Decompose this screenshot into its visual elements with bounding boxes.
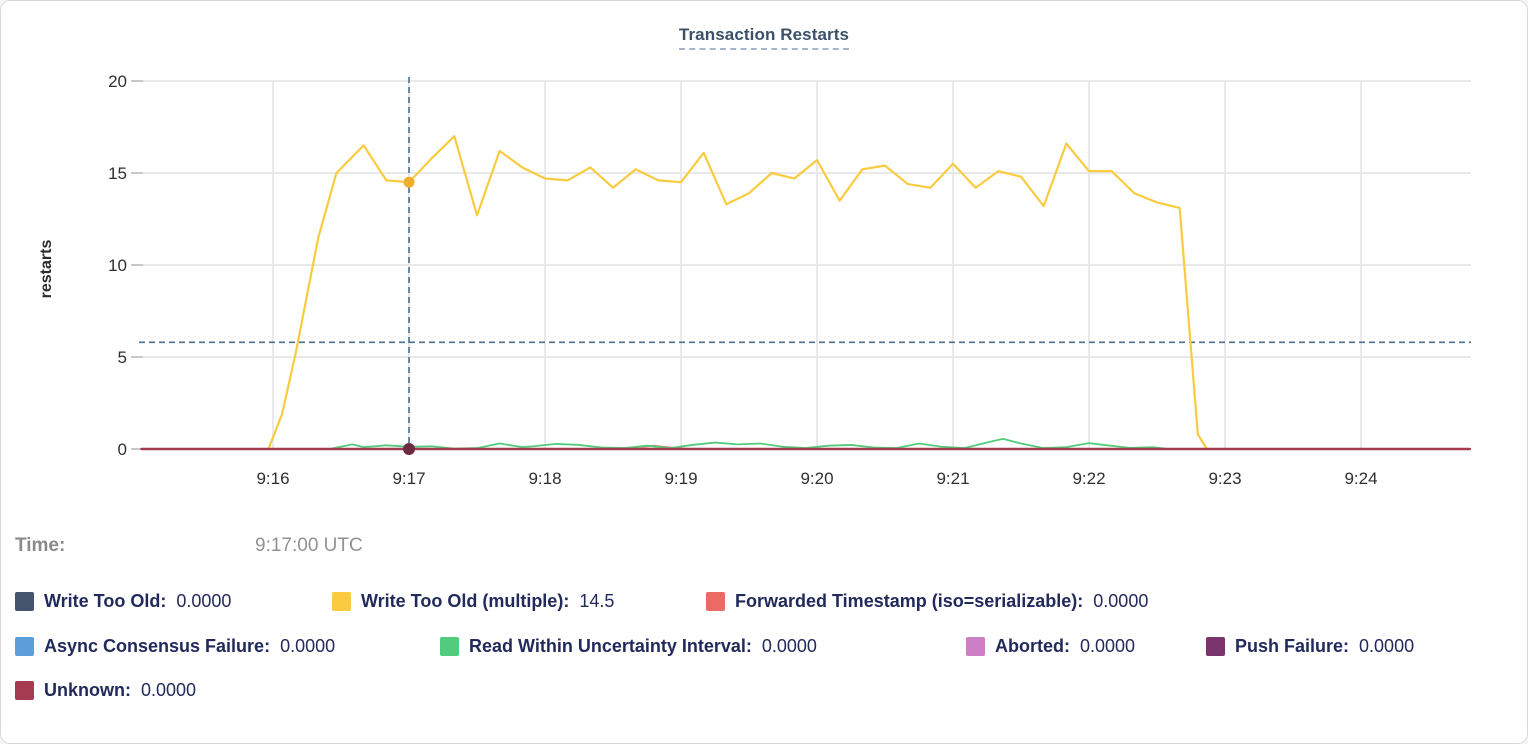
y-tick-label: 15 <box>108 164 127 183</box>
legend-value: 0.0000 <box>1093 591 1149 611</box>
series-line <box>140 437 1471 450</box>
x-tick-label: 9:16 <box>256 469 289 488</box>
hover-time-value: 9:17:00 UTC <box>255 535 363 556</box>
hover-time-row: Time: 9:17:00 UTC <box>15 535 1513 557</box>
legend-label: Write Too Old: <box>44 591 167 611</box>
legend-item: Aborted: 0.0000 <box>966 636 1206 657</box>
x-grid: 9:16 9:17 9:18 9:19 9:20 9:21 9:22 9:23 9:24 <box>256 81 1378 488</box>
legend-value: 0.0000 <box>280 636 336 656</box>
x-tick-label: 9:22 <box>1072 469 1105 488</box>
legend-swatch-icon <box>1206 637 1225 656</box>
y-axis-label: restarts <box>38 240 55 299</box>
legend-item: Forwarded Timestamp (iso=serializable): 0… <box>706 591 1148 612</box>
hover-dot <box>403 176 415 188</box>
x-tick-label: 9:19 <box>664 469 697 488</box>
hover-dot <box>403 443 416 455</box>
legend-swatch-icon <box>15 592 34 611</box>
legend-label: Forwarded Timestamp (iso=serializable): <box>735 591 1084 611</box>
legend-swatch-icon <box>15 681 34 700</box>
legend-row-3: Unknown: 0.0000 <box>15 680 1521 701</box>
legend-swatch-icon <box>15 637 34 656</box>
legend-row-2: Async Consensus Failure: 0.0000 Read Withi… <box>15 636 1521 657</box>
legend-label: Push Failure: <box>1235 636 1350 656</box>
legend-value: 0.0000 <box>141 680 197 700</box>
legend-label: Read Within Uncertainty Interval: <box>469 636 752 656</box>
y-grid: 0 5 10 15 20 <box>108 72 1471 459</box>
legend-item: Write Too Old: 0.0000 <box>15 591 332 612</box>
y-tick-label: 20 <box>108 72 127 91</box>
legend-swatch-icon <box>966 637 985 656</box>
legend-item: Write Too Old (multiple): 14.5 <box>332 591 706 612</box>
legend-item: Async Consensus Failure: 0.0000 <box>15 636 440 657</box>
chart-plot[interactable]: 0 5 10 15 20 9:16 9:17 9:18 9:19 9:20 9:21 9:22 9:23… <box>1 57 1528 505</box>
legend-swatch-icon <box>440 637 459 656</box>
x-tick-label: 9:24 <box>1344 469 1377 488</box>
legend-label: Aborted: <box>995 636 1070 656</box>
legend-item: Read Within Uncertainty Interval: 0.0000 <box>440 636 966 657</box>
legend-label: Write Too Old (multiple): <box>361 591 570 611</box>
hover-time-label: Time: <box>15 535 66 556</box>
legend-value: 14.5 <box>579 591 615 611</box>
x-tick-label: 9:21 <box>936 469 969 488</box>
x-tick-label: 9:23 <box>1208 469 1241 488</box>
x-tick-label: 9:18 <box>528 469 561 488</box>
chart-header: Transaction Restarts <box>1 25 1527 50</box>
legend-swatch-icon <box>706 592 725 611</box>
legend-label: Unknown: <box>44 680 131 700</box>
legend-value: 0.0000 <box>1080 636 1136 656</box>
legend-value: 0.0000 <box>761 636 817 656</box>
legend-label: Async Consensus Failure: <box>44 636 271 656</box>
y-tick-label: 10 <box>108 256 127 275</box>
legend-value: 0.0000 <box>1359 636 1415 656</box>
y-tick-label: 0 <box>118 440 127 459</box>
chart-title[interactable]: Transaction Restarts <box>678 25 850 50</box>
x-tick-label: 9:20 <box>800 469 833 488</box>
legend-item: Unknown: 0.0000 <box>15 680 196 701</box>
x-tick-label: 9:17 <box>392 469 425 488</box>
legend-value: 0.0000 <box>176 591 232 611</box>
legend-swatch-icon <box>332 592 351 611</box>
legend-row-1: Write Too Old: 0.0000 Write Too Old (multi… <box>15 591 1521 612</box>
legend-item: Push Failure: 0.0000 <box>1206 636 1414 657</box>
y-tick-label: 5 <box>118 348 127 367</box>
